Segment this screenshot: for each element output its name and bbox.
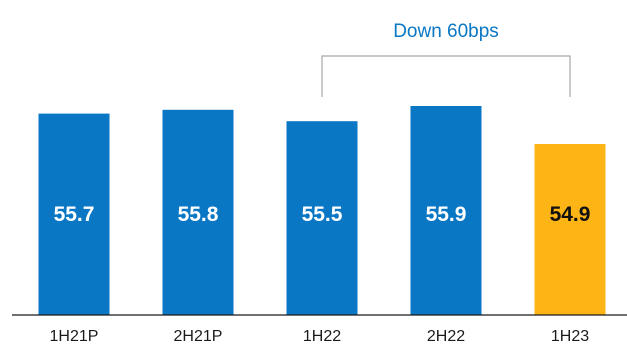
bar-value-label: 55.7 (54, 203, 95, 226)
bar-value-label: 55.5 (302, 203, 343, 226)
annotation-group: Down 60bps (322, 21, 570, 97)
category-label: 2H22 (427, 328, 465, 344)
bar-value-label: 55.8 (178, 203, 219, 226)
bar-1h23 (535, 144, 606, 315)
category-label: 2H21P (174, 328, 223, 344)
bar-value-label: 54.9 (550, 203, 591, 226)
category-label: 1H21P (50, 328, 99, 344)
bars-group: 55.7 1H21P 55.8 2H21P 55.5 1H22 55.9 2H22 54.9 1H… (39, 106, 606, 344)
annotation-label: Down 60bps (393, 21, 499, 42)
category-label: 1H23 (551, 328, 589, 344)
bar-value-label: 55.9 (426, 203, 467, 226)
annotation-bracket (322, 56, 570, 97)
category-label: 1H22 (303, 328, 341, 344)
